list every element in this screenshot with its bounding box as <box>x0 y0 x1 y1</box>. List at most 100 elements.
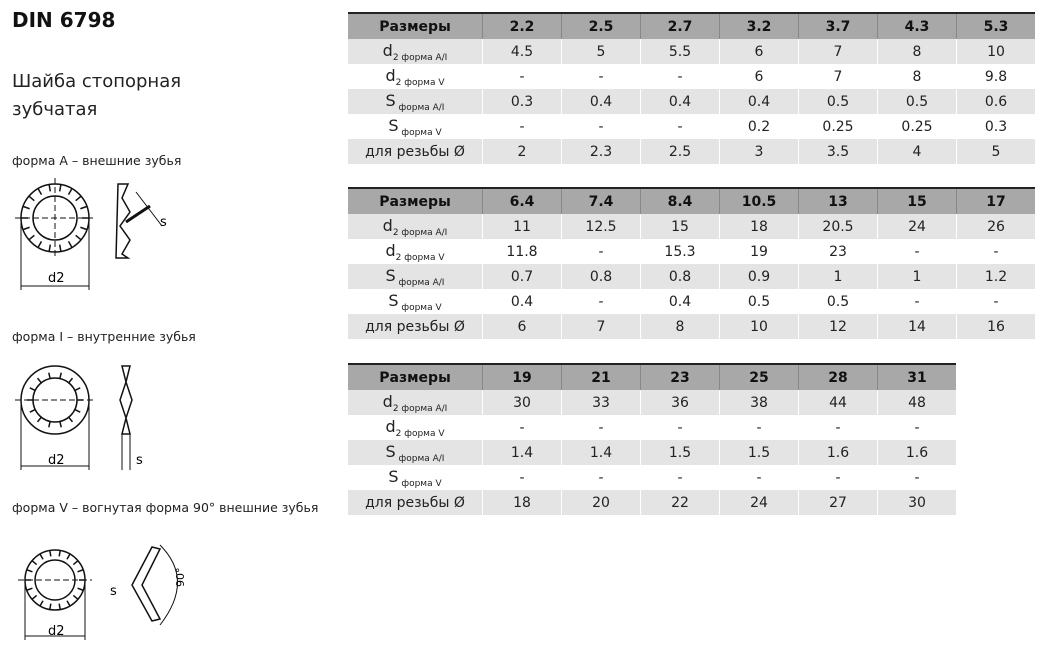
row-label: S форма A/I <box>348 440 483 465</box>
table-cell: 2.3 <box>561 139 641 164</box>
table-cell: 19 <box>482 363 562 390</box>
tooth <box>80 226 88 231</box>
table-cell: 15.3 <box>640 239 720 264</box>
table-cell: 8 <box>877 64 957 89</box>
d2-label: d2 <box>48 271 65 286</box>
table-cell: 0.5 <box>798 289 878 314</box>
table-cell: 23 <box>640 363 720 390</box>
table-cell: 3.7 <box>798 12 878 39</box>
table-cell: 1.6 <box>877 440 956 465</box>
table-row-sizes: Размеры 6.4 7.4 8.4 10.5 13 15 17 <box>348 187 1035 214</box>
row-label: S форма V <box>388 290 442 313</box>
table-cell: - <box>719 415 799 440</box>
table-cell: - <box>482 415 562 440</box>
table-cell: - <box>798 415 878 440</box>
form-i-caption: форма I – внутренние зубья <box>12 329 196 344</box>
table-cell: 44 <box>798 390 878 415</box>
tooth <box>74 387 81 392</box>
tooth <box>58 244 62 252</box>
d2-label: d2 <box>48 453 65 468</box>
table-cell: 36 <box>640 390 720 415</box>
tooth <box>59 372 62 379</box>
table-cell: 8.4 <box>640 187 720 214</box>
table-cell: 6 <box>719 64 799 89</box>
tooth <box>58 603 61 610</box>
table-cell: - <box>798 465 878 490</box>
table-cell: 18 <box>482 490 562 515</box>
table-cell: - <box>956 239 1035 264</box>
table-cell: - <box>640 465 720 490</box>
table-cell: - <box>640 114 720 139</box>
table-cell: 23 <box>798 239 878 264</box>
table-cell: 3.5 <box>798 139 878 164</box>
table-cell: 0.4 <box>640 89 720 114</box>
table-cell: 11.8 <box>482 239 562 264</box>
table-row-d2v: d2 форма V 11.8-15.3 19 23- - <box>348 239 1035 264</box>
table-cell: 7 <box>561 314 641 339</box>
d2-label: d2 <box>48 624 65 639</box>
table-cell: 1.5 <box>719 440 799 465</box>
table-cell: 11 <box>482 214 562 239</box>
tooth <box>77 569 84 573</box>
table-cell: 4.3 <box>877 12 957 39</box>
table-cell: 8 <box>877 39 957 64</box>
table-cell: 0.4 <box>640 289 720 314</box>
page-subtitle: Шайба стопорная зубчатая <box>12 71 182 120</box>
table-cell: 15 <box>640 214 720 239</box>
table-cell: 2.5 <box>561 12 641 39</box>
tooth <box>26 569 33 573</box>
tooth <box>37 241 43 248</box>
tooth <box>59 421 62 428</box>
table-cell: 1.4 <box>482 440 562 465</box>
tooth <box>72 594 79 600</box>
tooth <box>22 226 30 231</box>
table-cell: - <box>482 465 562 490</box>
table-cell: 1 <box>798 264 878 289</box>
table-cell: 0.5 <box>719 289 799 314</box>
table-cell: 0.3 <box>956 114 1035 139</box>
table-cell: 27 <box>798 490 878 515</box>
form-i-drawing: d2 s <box>15 365 143 470</box>
s-label: s <box>110 584 117 599</box>
table-cell: 48 <box>877 390 956 415</box>
table-cell: 6 <box>482 314 562 339</box>
table-row-d2v: d2 форма V------ <box>348 415 956 440</box>
table-row-sai: S форма A/I 1.4 1.4 1.5 1.5 1.6 1.6 <box>348 440 956 465</box>
table-row-d2ai: d2 форма A/I 4.5 5 5.5 6 7 8 10 <box>348 39 1035 64</box>
table-cell: - <box>561 114 641 139</box>
table-cell: - <box>561 239 641 264</box>
s-label: s <box>136 453 143 468</box>
tooth <box>48 184 52 192</box>
tooth <box>67 188 73 195</box>
table-cell: 2 <box>482 139 562 164</box>
table-cell: 1.6 <box>798 440 878 465</box>
tooth <box>26 587 33 591</box>
s-label: s <box>160 215 167 230</box>
table-cell: 0.8 <box>640 264 720 289</box>
table-cell: - <box>561 415 641 440</box>
table-cell: 16 <box>956 314 1035 339</box>
row-label: d2 форма V <box>385 65 445 88</box>
row-label: для резьбы Ø <box>348 490 483 515</box>
tooth <box>58 184 62 192</box>
form-a-drawing: d2 s <box>15 178 167 290</box>
tooth <box>28 195 35 202</box>
table-cell: 20 <box>561 490 641 515</box>
table-row-sizes: Размеры 19 21 23 25 28 31 <box>348 363 956 390</box>
tooth <box>36 377 42 384</box>
tooth <box>58 550 61 557</box>
table-cell: 2.7 <box>640 12 720 39</box>
row-label: d2 форма A/I <box>348 39 483 64</box>
row-label: Размеры <box>348 363 483 390</box>
table-cell: 30 <box>877 490 956 515</box>
table-cell: - <box>877 239 957 264</box>
table-cell: - <box>561 64 641 89</box>
table-cell: - <box>640 64 720 89</box>
table-cell: 12 <box>798 314 878 339</box>
table-cell: 10 <box>956 39 1035 64</box>
table-cell: 0.25 <box>798 114 878 139</box>
tooth <box>48 372 51 379</box>
table-cell: 8 <box>640 314 720 339</box>
table-cell: - <box>482 64 562 89</box>
angle-label: 90° <box>174 568 187 588</box>
